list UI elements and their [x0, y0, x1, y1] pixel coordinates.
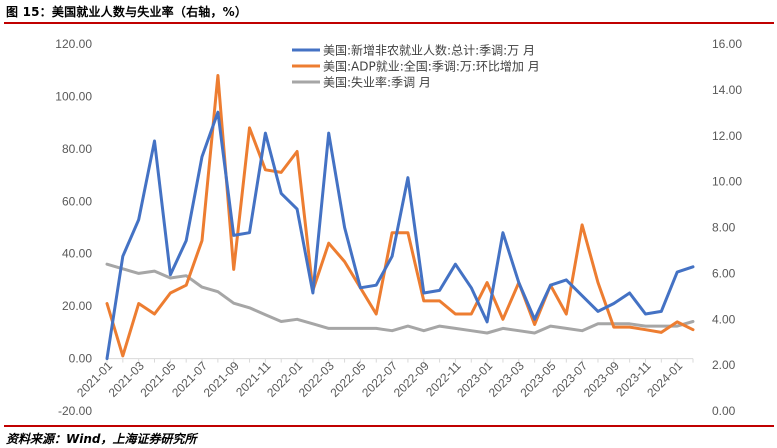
y-tick-label: 40.00: [62, 247, 92, 261]
y-tick-label: 0.00: [69, 352, 93, 366]
series-line: [105, 262, 695, 335]
legend-label: 美国:ADP就业:全国:季调:万:环比增加 月: [323, 59, 540, 74]
title-rule: [4, 22, 774, 24]
source-note: 资料来源：Wind，上海证券研究所: [6, 432, 197, 446]
y2-tick-label: 8.00: [712, 221, 736, 235]
y2-tick-label: 14.00: [712, 83, 742, 97]
x-tick-label: 2023-09: [581, 359, 622, 400]
series-line: [105, 110, 695, 361]
y-tick-label: -20.00: [58, 404, 92, 418]
y-tick-label: 100.00: [55, 89, 92, 103]
chart-series: [105, 74, 695, 361]
x-tick-label: 2022-09: [391, 359, 432, 400]
y2-tick-label: 0.00: [712, 404, 736, 418]
y-tick-label: 80.00: [62, 142, 92, 156]
y2-tick-label: 2.00: [712, 358, 736, 372]
y2-tick-label: 10.00: [712, 175, 742, 189]
legend-label: 美国:新增非农就业人数:总计:季调:万 月: [323, 43, 535, 58]
bottom-rule: [4, 425, 774, 427]
y2-tick-label: 6.00: [712, 266, 736, 280]
x-tick-label: 2021-09: [201, 359, 242, 400]
y-tick-label: 60.00: [62, 194, 92, 208]
legend-label: 美国:失业率:季调 月: [323, 75, 431, 90]
y2-tick-label: 16.00: [712, 37, 742, 51]
x-tick-label: 2024-01: [644, 359, 685, 400]
y-tick-label: 20.00: [62, 299, 92, 313]
y2-tick-label: 12.00: [712, 129, 742, 143]
y-tick-label: 120.00: [55, 37, 92, 51]
series-line: [105, 74, 695, 358]
figure-title: 图 15：美国就业人数与失业率（右轴，%）: [6, 5, 248, 19]
chart-legend: 美国:新增非农就业人数:总计:季调:万 月美国:ADP就业:全国:季调:万:环比…: [292, 43, 540, 90]
y2-tick-label: 4.00: [712, 312, 736, 326]
